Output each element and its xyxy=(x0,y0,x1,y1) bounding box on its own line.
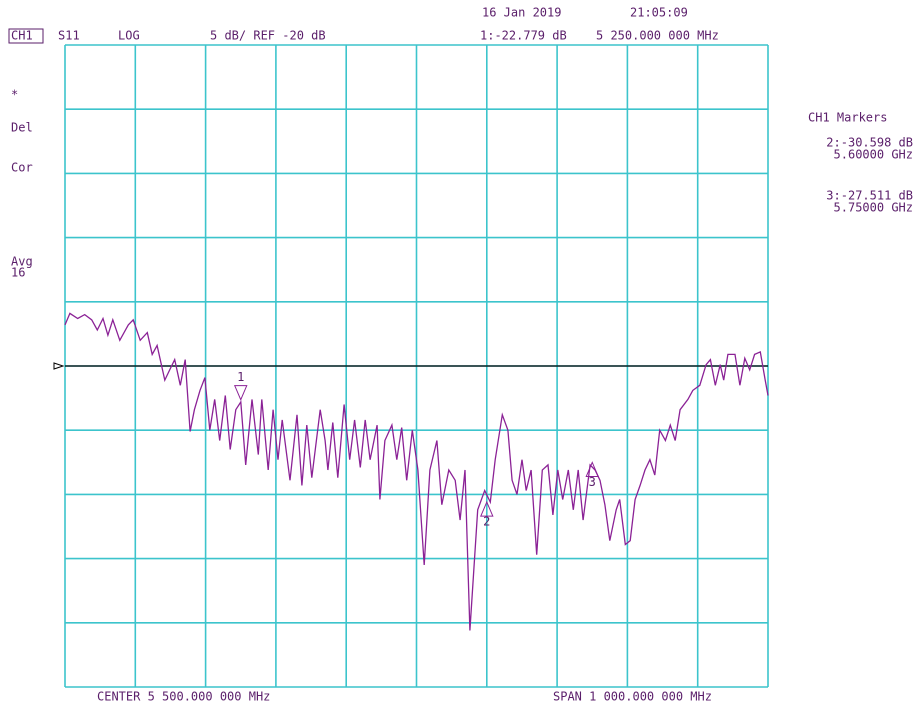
scale: 5 dB/ REF -20 dB xyxy=(210,29,326,43)
marker-panel-title: CH1 Markers xyxy=(808,111,887,125)
marker xyxy=(480,500,494,517)
trace xyxy=(64,312,769,631)
marker xyxy=(585,461,600,477)
marker-label: 3 xyxy=(589,475,596,489)
format: LOG xyxy=(118,29,140,43)
marker-value: 3:-27.511 dB xyxy=(826,189,913,203)
status: * xyxy=(11,88,18,102)
status: Avg xyxy=(11,255,33,269)
marker-freq: 5.75000 GHz xyxy=(834,201,913,215)
channel-box xyxy=(8,28,44,44)
marker-label: 1 xyxy=(237,370,244,384)
status: Del xyxy=(11,121,33,135)
marker-value: 2:-30.598 dB xyxy=(826,136,913,150)
parameter: S11 xyxy=(58,29,80,43)
date: 16 Jan 2019 xyxy=(482,6,561,20)
marker xyxy=(233,385,248,401)
channel: CH1 xyxy=(11,29,33,43)
status: 16 xyxy=(11,266,25,280)
marker-freq: 5.60000 GHz xyxy=(834,148,913,162)
center-freq: CENTER 5 500.000 000 MHz xyxy=(97,690,270,704)
reference-arrow xyxy=(53,362,65,370)
active-marker: 1:-22.779 dB xyxy=(480,29,567,43)
marker-label: 2 xyxy=(483,515,490,529)
active-marker-freq: 5 250.000 000 MHz xyxy=(596,29,719,43)
time: 21:05:09 xyxy=(630,6,688,20)
span: SPAN 1 000.000 000 MHz xyxy=(553,690,712,704)
status: Cor xyxy=(11,161,33,175)
